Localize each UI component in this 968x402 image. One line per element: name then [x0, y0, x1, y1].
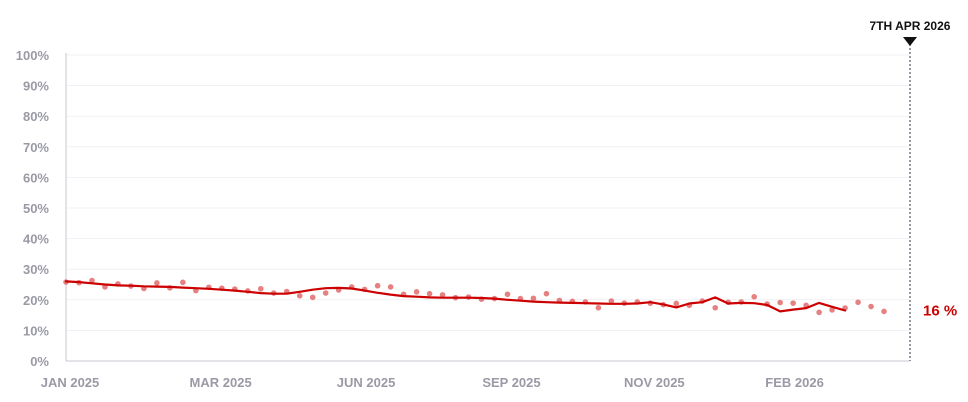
poll-point	[309, 294, 316, 301]
end-value-label: 16 %	[923, 303, 957, 320]
poll-point	[89, 277, 95, 284]
poll-point	[322, 290, 329, 296]
x-tick-label: JUN 2025	[337, 375, 396, 390]
poll-point	[387, 284, 394, 290]
poll-point	[374, 282, 381, 289]
grid-lines	[66, 54, 910, 331]
labels: 16 %	[923, 303, 957, 320]
x-tick-label: MAR 2025	[190, 375, 252, 390]
y-tick-label: 90%	[23, 79, 49, 94]
poll-point	[296, 293, 303, 299]
poll-point	[595, 304, 602, 311]
y-tick-label: 40%	[23, 232, 49, 247]
poll-point	[439, 292, 446, 298]
current-date-triangle	[903, 37, 917, 46]
x-tick-label: JAN 2025	[41, 375, 100, 390]
poll-point	[868, 303, 874, 310]
poll-points	[63, 277, 887, 316]
y-tick-label: 50%	[23, 201, 49, 216]
poll-point	[790, 300, 796, 306]
x-tick-label: SEP 2025	[482, 375, 540, 390]
x-tick-label: NOV 2025	[624, 375, 685, 390]
current-date-marker: 7TH APR 2026	[870, 19, 951, 361]
y-tick-label: 100%	[16, 48, 50, 63]
poll-point	[530, 295, 537, 302]
poll-point	[257, 285, 264, 292]
poll-point	[608, 298, 615, 304]
poll-point	[180, 279, 186, 286]
poll-point	[543, 290, 550, 297]
y-tick-label: 20%	[23, 293, 49, 308]
y-axis: 0% 10% 20% 30% 40% 50% 60% 70% 80% 90% 100%	[16, 48, 67, 369]
y-tick-label: 30%	[23, 262, 49, 277]
y-tick-label: 0%	[30, 354, 49, 369]
poll-point	[855, 299, 861, 306]
y-tick-label: 80%	[23, 109, 49, 124]
poll-point	[816, 309, 822, 316]
y-tick-label: 10%	[23, 323, 49, 338]
poll-point	[829, 307, 835, 313]
poll-point	[504, 291, 511, 298]
poll-point	[777, 299, 783, 306]
poll-point	[712, 304, 719, 311]
x-axis: JAN 2025 MAR 2025 JUN 2025 SEP 2025 NOV 2025…	[41, 360, 910, 390]
poll-point	[154, 280, 160, 286]
current-date-label: 7TH APR 2026	[870, 19, 951, 33]
poll-point	[426, 290, 433, 297]
y-tick-label: 70%	[23, 140, 49, 155]
poll-point	[413, 289, 420, 295]
trend-line	[64, 280, 847, 313]
poll-point	[673, 300, 680, 307]
poll-point	[751, 293, 757, 300]
trend-line-path	[64, 280, 847, 313]
y-tick-label: 60%	[23, 170, 49, 185]
x-tick-label: FEB 2026	[765, 375, 824, 390]
poll-point	[881, 308, 887, 315]
